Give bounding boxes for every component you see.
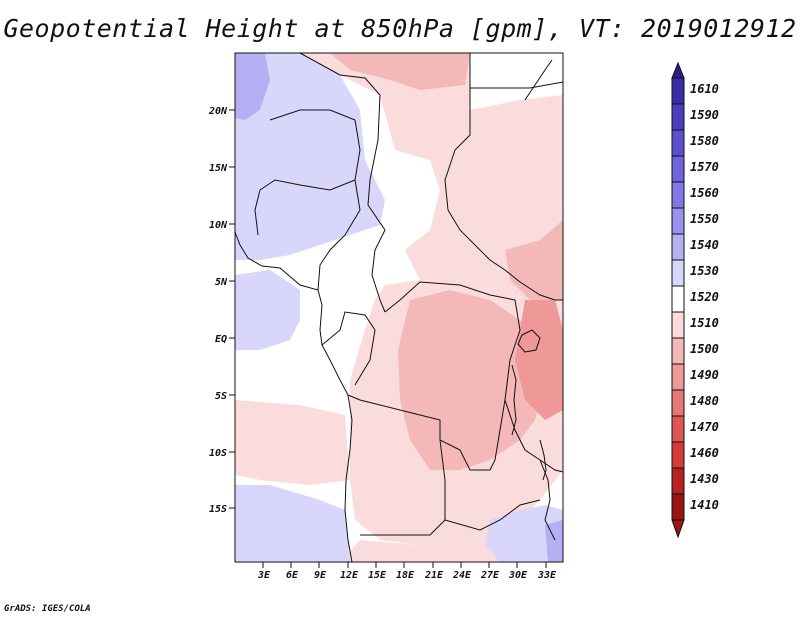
lat-axis: 20N 15N 10N 5N EQ 5S 10S 15S <box>208 106 235 515</box>
colorbar-segment <box>671 233 685 261</box>
colorbar-segment <box>671 181 685 209</box>
colorbar-segment <box>671 311 685 339</box>
border-congo-gabon <box>321 311 376 386</box>
colorbar-segment <box>671 415 685 443</box>
colorbar-label: 1410 <box>690 498 719 512</box>
colorbar-segment <box>671 493 685 521</box>
colorbar-label: 1510 <box>690 316 719 330</box>
colorbar-segment <box>671 103 685 131</box>
high-region-southeast <box>485 505 563 562</box>
border-angola-zambia <box>360 439 446 536</box>
lake-victoria <box>517 329 541 353</box>
low-region-north <box>300 53 563 230</box>
border-sudan-east <box>470 81 563 89</box>
colorbar-label: 1490 <box>690 368 719 382</box>
low-region-southwest <box>235 400 350 485</box>
lon-label-24e: 24E <box>452 570 472 581</box>
border-tanzania <box>504 399 563 473</box>
colorbar-segment <box>671 155 685 183</box>
high-region-northwest <box>235 53 385 260</box>
map-panel <box>235 53 563 562</box>
colorbar-label: 1480 <box>690 394 719 408</box>
colorbar-segment <box>671 285 685 313</box>
boundaries <box>235 53 563 562</box>
colorbar-segment <box>671 337 685 365</box>
colorbar-segment <box>671 441 685 469</box>
border-zambia-south <box>444 499 541 531</box>
low-region-east-mid <box>505 220 563 300</box>
colorbar-label: 1540 <box>690 238 719 252</box>
lat-label-eq: EQ <box>215 334 227 345</box>
lat-label-15s: 15S <box>209 504 227 515</box>
colorbar-label: 1500 <box>690 342 719 356</box>
lake-tanganyika <box>511 364 517 436</box>
colorbar-segment <box>671 389 685 417</box>
lon-label-9e: 9E <box>314 570 327 581</box>
colorbar-label: 1610 <box>690 82 719 96</box>
lon-label-30e: 30E <box>508 570 528 581</box>
lon-label-27e: 27E <box>480 570 500 581</box>
lon-label-21e: 21E <box>424 570 444 581</box>
colorbar-top-cap <box>671 61 685 79</box>
low-region-east <box>405 190 563 330</box>
lon-label-33e: 33E <box>537 570 557 581</box>
lat-label-5n: 5N <box>215 277 228 288</box>
colorbar-segment <box>671 77 685 105</box>
low-region-congo-deep <box>398 290 545 470</box>
colorbar-label: 1470 <box>690 420 719 434</box>
lon-axis: 3E 6E 9E 12E 15E 18E 21E 24E 27E 30E 33E <box>257 562 557 581</box>
border-cameroon <box>317 179 361 291</box>
colorbar-segment <box>671 129 685 157</box>
high-region-gulf <box>235 270 300 350</box>
colorbar-label: 1570 <box>690 160 719 174</box>
map-frame <box>234 52 564 563</box>
lon-label-12e: 12E <box>340 570 359 581</box>
colorbar-segment <box>671 467 685 495</box>
high-region-northwest-deep <box>235 53 270 120</box>
red-sea-coast <box>524 59 553 101</box>
lat-label-5s: 5S <box>215 391 227 402</box>
lon-label-15e: 15E <box>368 570 387 581</box>
lat-label-10s: 10S <box>209 448 227 459</box>
lon-label-18e: 18E <box>396 570 415 581</box>
border-east <box>519 281 563 301</box>
border-chad-sudan <box>444 53 521 283</box>
lat-label-20n: 20N <box>208 106 228 117</box>
map-title: Geopotential Height at 850hPa [gpm], VT:… <box>3 14 797 43</box>
lake-malawi <box>539 439 547 481</box>
low-region-north-deep <box>330 53 470 90</box>
colorbar-label: 1580 <box>690 134 719 148</box>
low-region-lakes <box>515 300 563 420</box>
colorbar-bottom-cap <box>671 519 685 539</box>
border-nigeria <box>254 109 361 236</box>
lon-label-6e: 6E <box>286 570 299 581</box>
colorbar-label: 1430 <box>690 472 719 486</box>
colorbar-segment <box>671 207 685 235</box>
colorbar-segment <box>671 363 685 391</box>
lon-label-3e: 3E <box>257 570 271 581</box>
colorbar-segment <box>671 259 685 287</box>
lat-label-10n: 10N <box>209 220 228 231</box>
lat-label-15n: 15N <box>209 163 228 174</box>
border-drc <box>347 281 521 471</box>
border-sahara <box>299 53 386 313</box>
low-region-south <box>340 540 520 562</box>
colorbar: 1610 1590 1580 1570 1560 1550 1540 1530 … <box>671 61 719 539</box>
colorbar-label: 1460 <box>690 446 719 460</box>
colorbar-label: 1550 <box>690 212 719 226</box>
colorbar-label: 1560 <box>690 186 719 200</box>
grads-credit: GrADS: IGES/COLA <box>4 604 91 614</box>
high-region-southeast-deep <box>545 520 563 562</box>
colorbar-label: 1530 <box>690 264 719 278</box>
high-region-southwest <box>235 485 350 562</box>
colorbar-label: 1520 <box>690 290 719 304</box>
colorbar-label: 1590 <box>690 108 719 122</box>
